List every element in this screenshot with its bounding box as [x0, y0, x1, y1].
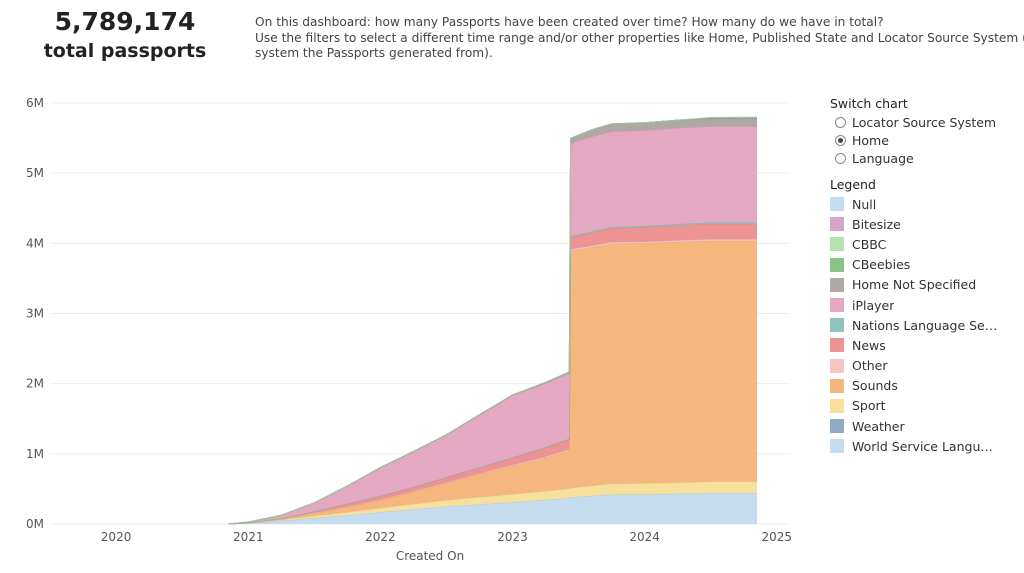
- legend-swatch: [830, 298, 844, 313]
- switch-chart-option-label: Language: [852, 150, 914, 166]
- legend-swatch: [830, 197, 844, 212]
- legend-label: Null: [852, 196, 877, 212]
- kpi-total-value: 5,789,174: [54, 7, 196, 36]
- legend-item[interactable]: News: [830, 335, 1020, 355]
- switch-chart-option[interactable]: Locator Source System: [830, 113, 1020, 131]
- legend-swatch: [830, 237, 844, 252]
- kpi-card: 5,789,174 total passports: [40, 6, 210, 64]
- y-axis: 0M 1M 2M 3M 4M 5M 6M: [26, 96, 44, 531]
- area-series[interactable]: [228, 126, 757, 525]
- legend-item[interactable]: Weather: [830, 416, 1020, 436]
- x-tick-label: 2025: [762, 530, 793, 544]
- legend-label: Bitesize: [852, 216, 901, 232]
- area-series-edge: [228, 116, 758, 525]
- legend-label: iPlayer: [852, 297, 895, 313]
- legend-label: CBBC: [852, 236, 887, 252]
- y-tick-label: 3M: [26, 307, 44, 321]
- area-series[interactable]: [228, 493, 757, 524]
- legend-swatch: [830, 217, 844, 232]
- legend-item[interactable]: iPlayer: [830, 295, 1020, 315]
- x-tick-label: 2023: [497, 530, 528, 544]
- legend-item[interactable]: Nations Language Servi...: [830, 315, 1020, 335]
- chart-areas[interactable]: [228, 116, 758, 525]
- x-axis-label: Created On: [396, 549, 464, 563]
- legend-swatch: [830, 257, 844, 272]
- legend-item[interactable]: Sport: [830, 396, 1020, 416]
- legend-label: Home Not Specified: [852, 277, 977, 293]
- legend-item[interactable]: Home Not Specified: [830, 275, 1020, 295]
- description-line-2: Use the filters to select a different ti…: [255, 30, 1024, 45]
- legend-title: Legend: [830, 177, 876, 192]
- area-series[interactable]: [228, 240, 757, 524]
- description-line-3: system the Passports generated from).: [255, 46, 493, 60]
- side-panel: Switch chart Locator Source System Home La…: [830, 95, 1020, 456]
- legend-item[interactable]: CBeebies: [830, 255, 1020, 275]
- radio-button-icon[interactable]: [835, 134, 846, 146]
- legend-item[interactable]: Null: [830, 194, 1020, 214]
- legend-label: Weather: [852, 418, 905, 434]
- switch-chart-radio-group: Locator Source System Home Language: [830, 113, 1020, 167]
- legend-label: News: [852, 337, 886, 353]
- legend-item[interactable]: World Service Languag...: [830, 436, 1020, 456]
- legend-swatch: [830, 398, 844, 413]
- y-tick-label: 2M: [26, 377, 44, 391]
- legend-swatch: [830, 419, 844, 434]
- legend-swatch: [830, 338, 844, 353]
- legend-label: Sounds: [852, 378, 898, 394]
- legend-list: Null Bitesize CBBC CBeebies Home Not Specifi…: [830, 194, 1020, 456]
- switch-chart-option[interactable]: Language: [830, 149, 1020, 167]
- dashboard-description: On this dashboard: how many Passports ha…: [255, 15, 1024, 62]
- x-tick-label: 2021: [233, 530, 264, 544]
- legend-swatch: [830, 378, 844, 393]
- switch-chart-option-label: Home: [852, 132, 889, 148]
- legend-label: Nations Language Servi...: [852, 317, 1000, 333]
- y-tick-label: 6M: [26, 96, 44, 110]
- y-tick-label: 0M: [26, 517, 44, 531]
- legend-item[interactable]: Sounds: [830, 376, 1020, 396]
- area-series[interactable]: [228, 481, 757, 525]
- legend-item[interactable]: Bitesize: [830, 214, 1020, 234]
- y-tick-label: 4M: [26, 236, 44, 250]
- legend-label: Other: [852, 358, 888, 374]
- legend-swatch: [830, 358, 844, 373]
- y-tick-label: 5M: [26, 166, 44, 180]
- legend-label: World Service Languag...: [852, 438, 1000, 454]
- radio-button-icon[interactable]: [835, 152, 846, 164]
- x-tick-label: 2020: [101, 530, 132, 544]
- legend-label: CBeebies: [852, 257, 911, 273]
- legend-item[interactable]: CBBC: [830, 234, 1020, 254]
- chart-gridlines: [50, 102, 790, 525]
- radio-button-icon[interactable]: [835, 116, 846, 128]
- legend-swatch: [830, 277, 844, 292]
- x-tick-label: 2022: [365, 530, 396, 544]
- description-line-1: On this dashboard: how many Passports ha…: [255, 15, 884, 29]
- legend-swatch: [830, 318, 844, 333]
- y-tick-label: 1M: [26, 447, 44, 461]
- x-axis: 2020 2021 2022 2023 2024 2025: [101, 530, 792, 544]
- legend-swatch: [830, 439, 844, 454]
- kpi-total-label: total passports: [43, 40, 207, 62]
- legend-label: Sport: [852, 398, 886, 414]
- legend-item[interactable]: Other: [830, 356, 1020, 376]
- switch-chart-title: Switch chart: [830, 96, 908, 111]
- switch-chart-option[interactable]: Home: [830, 131, 1020, 149]
- switch-chart-option-label: Locator Source System: [852, 114, 997, 130]
- x-tick-label: 2024: [629, 530, 660, 544]
